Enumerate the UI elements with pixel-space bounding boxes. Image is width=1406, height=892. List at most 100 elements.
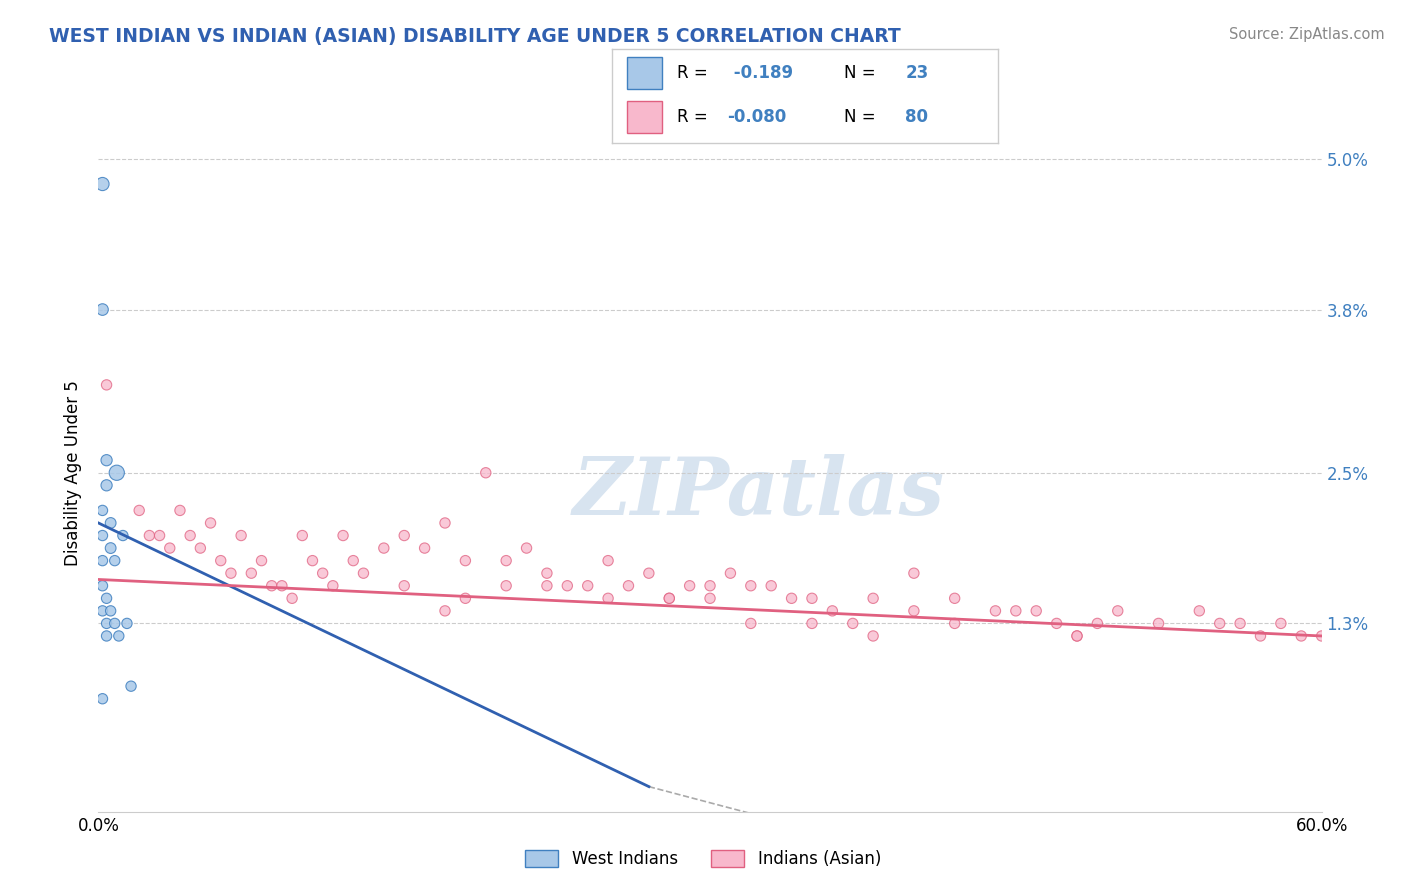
Point bbox=[104, 554, 127, 568]
Point bbox=[943, 591, 966, 606]
Point bbox=[301, 554, 323, 568]
Point bbox=[1209, 616, 1232, 631]
Y-axis label: Disability Age Under 5: Disability Age Under 5 bbox=[65, 380, 83, 566]
Point bbox=[658, 591, 681, 606]
Point bbox=[617, 579, 640, 593]
Point bbox=[841, 616, 863, 631]
Point bbox=[434, 516, 457, 530]
Point bbox=[312, 566, 335, 581]
Point bbox=[342, 554, 364, 568]
Point bbox=[720, 566, 742, 581]
Point bbox=[638, 566, 661, 581]
Point bbox=[598, 554, 620, 568]
Point bbox=[169, 503, 191, 517]
Point bbox=[413, 541, 436, 555]
Point bbox=[281, 591, 304, 606]
Point bbox=[91, 604, 114, 618]
Point bbox=[91, 503, 114, 517]
Text: N =: N = bbox=[844, 109, 880, 127]
Point bbox=[1066, 629, 1088, 643]
Point bbox=[1147, 616, 1170, 631]
Point bbox=[536, 566, 558, 581]
Point bbox=[128, 503, 150, 517]
Point bbox=[105, 466, 128, 480]
Point bbox=[250, 554, 273, 568]
Legend: West Indians, Indians (Asian): West Indians, Indians (Asian) bbox=[519, 843, 887, 875]
Point bbox=[96, 478, 118, 492]
Point bbox=[1004, 604, 1026, 618]
Point bbox=[903, 566, 925, 581]
Point bbox=[100, 604, 122, 618]
Point bbox=[392, 579, 416, 593]
Point bbox=[780, 591, 803, 606]
Point bbox=[1045, 616, 1069, 631]
Point bbox=[821, 604, 844, 618]
Point bbox=[322, 579, 344, 593]
Point bbox=[495, 554, 517, 568]
Point bbox=[291, 528, 314, 542]
Point bbox=[862, 591, 884, 606]
Point bbox=[200, 516, 222, 530]
Point bbox=[1270, 616, 1292, 631]
Point bbox=[1085, 616, 1108, 631]
Point bbox=[91, 528, 114, 542]
Point bbox=[96, 629, 118, 643]
Point bbox=[91, 302, 114, 317]
Point bbox=[740, 616, 762, 631]
Point bbox=[801, 616, 824, 631]
Point bbox=[1229, 616, 1251, 631]
Point bbox=[1310, 629, 1333, 643]
Text: Source: ZipAtlas.com: Source: ZipAtlas.com bbox=[1229, 27, 1385, 42]
FancyBboxPatch shape bbox=[627, 56, 662, 89]
Point bbox=[454, 554, 477, 568]
Text: -0.080: -0.080 bbox=[728, 109, 787, 127]
Point bbox=[557, 579, 579, 593]
Point bbox=[209, 554, 232, 568]
Text: 23: 23 bbox=[905, 64, 929, 82]
Point bbox=[536, 579, 558, 593]
Point bbox=[392, 528, 416, 542]
Point bbox=[679, 579, 702, 593]
Point bbox=[159, 541, 181, 555]
Point bbox=[984, 604, 1007, 618]
Text: 80: 80 bbox=[905, 109, 928, 127]
Point bbox=[219, 566, 242, 581]
Point bbox=[495, 579, 517, 593]
Text: R =: R = bbox=[678, 64, 713, 82]
Point bbox=[801, 591, 824, 606]
Point bbox=[1249, 629, 1271, 643]
Point bbox=[240, 566, 263, 581]
Point bbox=[332, 528, 354, 542]
Point bbox=[100, 516, 122, 530]
Point bbox=[1025, 604, 1047, 618]
Point bbox=[96, 377, 118, 392]
Point bbox=[1107, 604, 1129, 618]
Point bbox=[108, 629, 131, 643]
Point bbox=[761, 579, 783, 593]
Point bbox=[699, 591, 721, 606]
Point bbox=[699, 579, 721, 593]
Point bbox=[516, 541, 538, 555]
Text: ZIPatlas: ZIPatlas bbox=[572, 454, 945, 532]
Point bbox=[231, 528, 253, 542]
Point bbox=[91, 691, 114, 706]
FancyBboxPatch shape bbox=[627, 101, 662, 134]
Point bbox=[943, 616, 966, 631]
Point bbox=[740, 579, 762, 593]
Point bbox=[100, 541, 122, 555]
Point bbox=[352, 566, 374, 581]
Point bbox=[434, 604, 457, 618]
Point bbox=[270, 579, 294, 593]
Point bbox=[149, 528, 172, 542]
Point bbox=[179, 528, 201, 542]
Point bbox=[474, 466, 498, 480]
Point bbox=[188, 541, 212, 555]
Point bbox=[138, 528, 160, 542]
Point bbox=[115, 616, 138, 631]
Text: R =: R = bbox=[678, 109, 713, 127]
Point bbox=[91, 579, 114, 593]
Point bbox=[120, 679, 142, 693]
Text: N =: N = bbox=[844, 64, 880, 82]
Point bbox=[96, 616, 118, 631]
Text: WEST INDIAN VS INDIAN (ASIAN) DISABILITY AGE UNDER 5 CORRELATION CHART: WEST INDIAN VS INDIAN (ASIAN) DISABILITY… bbox=[49, 27, 901, 45]
